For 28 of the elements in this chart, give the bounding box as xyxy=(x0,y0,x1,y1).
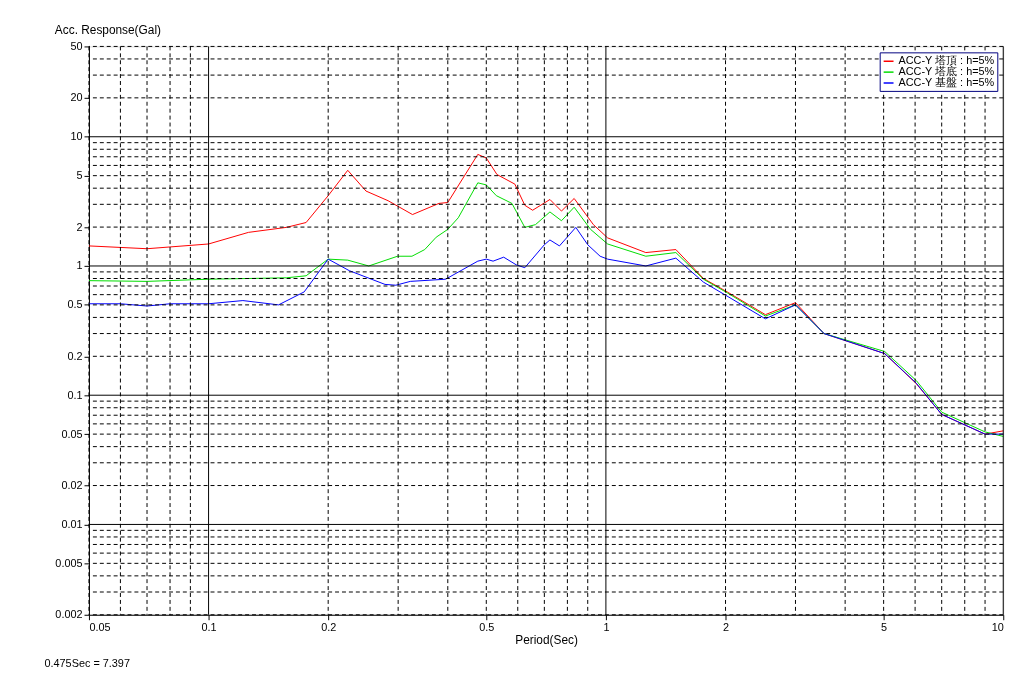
y-tick-label: 0.5 xyxy=(67,298,83,311)
y-axis-title: Acc. Response(Gal) xyxy=(54,23,162,38)
y-tick-label: 0.1 xyxy=(67,388,83,401)
y-tick-label: 0.2 xyxy=(67,349,83,362)
x-tick-label: 0.05 xyxy=(89,621,111,634)
y-tick-label: 0.02 xyxy=(61,479,83,491)
x-tick-label: 0.5 xyxy=(479,621,495,634)
x-tick-label: 10 xyxy=(991,621,1004,634)
x-tick-label: 2 xyxy=(722,621,730,634)
x-tick-label: 1 xyxy=(603,621,610,634)
y-tick-label: 0.005 xyxy=(55,556,83,569)
y-tick-label: 2 xyxy=(76,220,83,233)
y-tick-label: 5 xyxy=(76,169,83,182)
y-tick-label: 1 xyxy=(76,259,83,272)
text: 0.475Sec = 7.397 xyxy=(44,657,130,670)
y-tick-label: 50 xyxy=(70,39,83,52)
x-axis-title: Period(Sec) xyxy=(515,632,578,647)
x-tick-label: 0.1 xyxy=(201,621,217,634)
y-tick-label: 20 xyxy=(70,91,83,104)
y-tick-label: 0.05 xyxy=(61,427,83,440)
x-tick-label: 5 xyxy=(881,621,888,634)
legend-label: ACC-Y 基盤 : h=5% xyxy=(898,75,995,88)
y-tick-label: 0.01 xyxy=(61,517,83,530)
legend-label: ACC-Y 塔頂 : h=5% xyxy=(898,54,995,67)
x-tick-label: 0.2 xyxy=(321,621,337,634)
legend-label: ACC-Y 塔底 : h=5% xyxy=(898,65,995,78)
y-tick-label: 0.002 xyxy=(55,608,83,621)
y-tick-label: 10 xyxy=(70,130,83,143)
